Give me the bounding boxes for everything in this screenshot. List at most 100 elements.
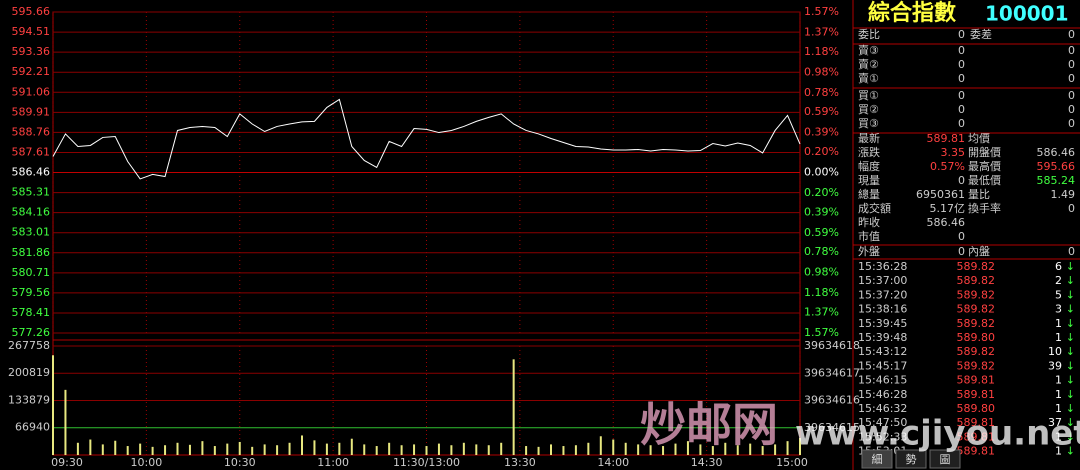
volume-bar [774, 444, 777, 455]
panel-cell: 15:39:48 [858, 331, 907, 344]
panel-cell: 0 [1068, 202, 1075, 215]
volume-bar [288, 442, 291, 455]
y2-tick-label: 0.39% [804, 205, 839, 218]
volume-bar [612, 439, 615, 455]
y2-tick-label: 0.39% [804, 126, 839, 139]
volume-bar [674, 443, 677, 455]
panel-cell: ↓ [1066, 402, 1075, 415]
volume-bar [388, 442, 391, 455]
y-tick-label: 593.36 [12, 45, 51, 58]
panel-cell: ↓ [1066, 430, 1075, 443]
volume-bar [637, 444, 640, 455]
y-tick-label: 577.26 [12, 326, 51, 339]
x-tick-label: 09:30 [51, 456, 83, 469]
panel-cell: 586.46 [1037, 146, 1076, 159]
volume-bar [89, 439, 92, 455]
volume-bar [375, 446, 378, 455]
y2-tick-label: 0.78% [804, 86, 839, 99]
panel-cell: ↓ [1066, 303, 1075, 316]
panel-cell: 換手率 [968, 201, 1001, 215]
panel-cell: 15:45:17 [858, 359, 907, 372]
volume-bar [462, 442, 465, 455]
volume-bar [201, 441, 204, 455]
panel-cell: 589.81 [927, 132, 966, 145]
panel-cell: 外盤 [858, 245, 880, 258]
panel-cell: 0 [958, 28, 965, 41]
y2-tick-label: 0.20% [804, 145, 839, 158]
tab-label[interactable]: 細 [872, 453, 883, 466]
volume-bar [624, 442, 627, 455]
volume-bar [188, 444, 191, 455]
volume-bar [238, 441, 241, 455]
panel-cell: 0 [1068, 44, 1075, 57]
volume-bar [413, 444, 416, 455]
panel-cell: ↓ [1066, 388, 1075, 401]
panel-cell: 5.17亿 [930, 202, 966, 215]
panel-cell: 2 [1055, 274, 1062, 287]
panel-cell: 均價 [968, 131, 990, 145]
x-tick-label: 10:30 [224, 456, 256, 469]
tab[interactable] [861, 449, 893, 469]
volume-bar [437, 443, 440, 455]
panel-cell: 15:38:16 [858, 303, 907, 316]
y2-tick-label: 39634617 [804, 366, 860, 379]
watermark-url: www.cjiyou.net [795, 414, 1080, 454]
panel-cell: 6 [1055, 260, 1062, 273]
tab-label[interactable]: 勢 [906, 452, 917, 466]
volume-bar [500, 442, 503, 455]
y2-tick-label: 0.78% [804, 245, 839, 258]
volume-bar [126, 446, 129, 455]
y2-tick-label: 1.37% [804, 306, 839, 319]
panel-cell: 595.66 [1037, 160, 1076, 173]
panel-cell: 6950361 [916, 188, 965, 201]
panel-cell: 現量 [858, 174, 880, 187]
volume-bar [599, 436, 602, 455]
panel-cell: 0 [958, 230, 965, 243]
tab-label[interactable]: 圖 [940, 453, 951, 466]
volume-bar [487, 445, 490, 455]
volume-bar [101, 444, 104, 455]
panel-cell: 0.57% [930, 160, 965, 173]
y-tick-label: 592.21 [12, 65, 51, 78]
panel-cell: 15:43:12 [858, 345, 907, 358]
volume-bar [213, 446, 216, 455]
panel-cell: 15:46:28 [858, 388, 907, 401]
panel-cell: 0 [958, 72, 965, 85]
volume-bar [550, 444, 552, 455]
y-tick-label: 66940 [15, 421, 50, 434]
panel-cell: 15:47:50 [858, 416, 907, 429]
volume-bar [512, 359, 515, 455]
panel-cell: 589.81 [957, 388, 996, 401]
panel-cell: 5 [1055, 288, 1062, 301]
volume-bar [699, 444, 702, 455]
panel-cell: 1 [1055, 445, 1062, 458]
panel-cell: 賣③ [858, 43, 879, 57]
panel-cell: 0 [1068, 117, 1075, 130]
panel-cell: 0 [958, 245, 965, 258]
panel-cell: ↓ [1066, 345, 1075, 358]
volume-bar [114, 440, 117, 455]
y2-tick-label: 0.00% [804, 166, 839, 179]
volume-bar [749, 443, 752, 455]
panel-cell: 1 [1055, 374, 1062, 387]
panel-cell: 成交額 [858, 201, 891, 215]
panel-cell: 1 [1055, 430, 1062, 443]
tab[interactable] [929, 449, 961, 469]
panel-cell: 最低價 [968, 173, 1001, 187]
x-tick-label: 14:00 [597, 456, 629, 469]
volume-bar [724, 442, 727, 455]
volume-bar [164, 445, 167, 455]
index-code: 100001 [985, 2, 1069, 26]
tab[interactable] [895, 449, 927, 469]
panel-cell: 0 [958, 44, 965, 57]
panel-cell: 賣① [858, 71, 879, 85]
panel-cell: 1 [1055, 402, 1062, 415]
y2-tick-label: 0.98% [804, 65, 839, 78]
volume-bar [649, 445, 652, 455]
y-tick-label: 581.86 [12, 246, 51, 259]
panel-cell: 0 [1068, 28, 1075, 41]
volume-bar [736, 445, 739, 455]
panel-cell: 589.82 [957, 260, 996, 273]
y-tick-label: 594.51 [12, 25, 51, 38]
